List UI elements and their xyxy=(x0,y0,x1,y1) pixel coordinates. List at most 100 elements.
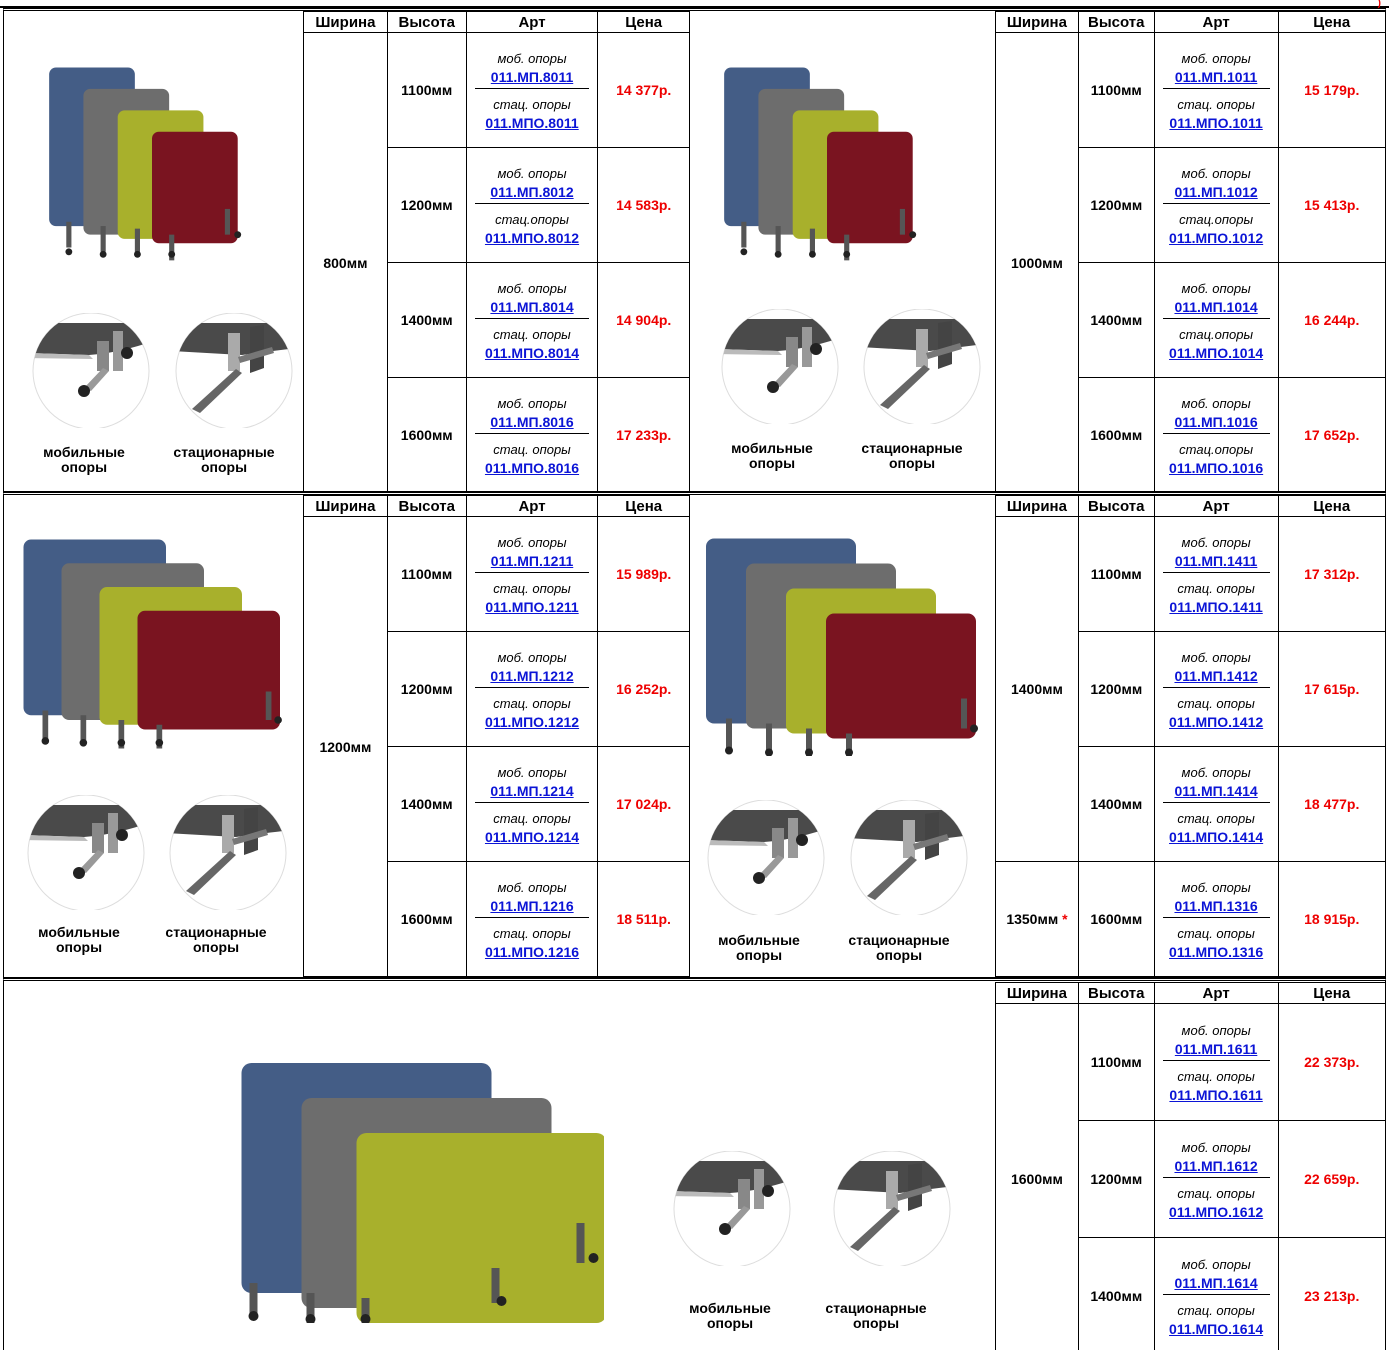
price-table: Ширина Высота Арт Цена 800мм 1100мм моб. оп… xyxy=(303,11,690,493)
height-cell: 1100мм xyxy=(386,516,467,632)
art-code-link[interactable]: 011.МПО.1014 xyxy=(1169,344,1264,361)
mob-label: моб. опоры xyxy=(497,879,567,895)
price-cell: 16 252р. xyxy=(597,631,690,747)
col-height: Высота xyxy=(1077,495,1155,517)
art-code-link[interactable]: 011.МП.8014 xyxy=(490,298,574,315)
art-cell: моб. опоры 011.МП.1316 стац. опоры 011.МПО.… xyxy=(1153,861,1279,977)
art-code-link[interactable]: 011.МПО.8012 xyxy=(484,229,580,246)
price-cell: 14 377р. xyxy=(597,32,690,148)
sta-label: стац. опоры xyxy=(1177,1185,1255,1201)
art-code-link[interactable]: 011.МПО.1612 xyxy=(1169,1203,1264,1220)
width-cell: 1350мм * xyxy=(995,861,1079,977)
sta-label: стац. опоры xyxy=(493,441,571,457)
block-1600: мобильные опоры стационарные опоры xyxy=(3,978,1386,1350)
height-cell: 1100мм xyxy=(386,32,467,148)
art-code-link[interactable]: 011.МП.1216 xyxy=(490,897,574,914)
block-1200-1400: мобильные опоры стационарные опоры мобил… xyxy=(3,492,1386,978)
art-code-link[interactable]: 011.МПО.1216 xyxy=(484,943,580,960)
art-code-link[interactable]: 011.МП.1411 xyxy=(1174,552,1258,569)
sta-label: стац. опоры xyxy=(493,580,571,596)
art-code-link[interactable]: 011.МП.8011 xyxy=(490,68,574,85)
block-800-1000: мобильные опоры стационарные опоры мобил… xyxy=(3,8,1386,492)
mob-label: моб. опоры xyxy=(497,280,567,296)
sta-label: стац. опоры xyxy=(493,695,571,711)
art-code-link[interactable]: 011.МПО.1214 xyxy=(484,828,580,845)
price-cell: 18 915р. xyxy=(1277,861,1386,977)
price-cell: 17 233р. xyxy=(597,377,690,493)
art-code-link[interactable]: 011.МП.1011 xyxy=(1174,68,1258,85)
height-cell: 1200мм xyxy=(386,631,467,747)
price-cell: 22 659р. xyxy=(1277,1120,1386,1238)
art-code-link[interactable]: 011.МПО.1411 xyxy=(1169,598,1263,615)
art-code-link[interactable]: 011.МПО.8016 xyxy=(484,459,580,476)
sta-label: стац. опоры xyxy=(1177,810,1255,826)
art-code-link[interactable]: 011.МП.8016 xyxy=(490,413,574,430)
art-code-link[interactable]: 011.МП.1611 xyxy=(1174,1040,1258,1057)
art-code-link[interactable]: 011.МП.1316 xyxy=(1174,897,1258,914)
sta-label: стац. опоры xyxy=(493,810,571,826)
art-code-link[interactable]: 011.МПО.1016 xyxy=(1169,459,1264,476)
art-cell: моб. опоры 011.МП.8014 стац. опоры 011.МПО.… xyxy=(465,262,599,378)
sta-label: стац. опоры xyxy=(1177,96,1255,112)
sta-label: стац. опоры xyxy=(1177,580,1255,596)
art-code-link[interactable]: 011.МП.1612 xyxy=(1174,1157,1258,1174)
mob-label: моб. опоры xyxy=(1181,534,1251,550)
height-cell: 1400мм xyxy=(1077,262,1155,378)
art-cell: моб. опоры 011.МП.1211 стац. опоры 011.МПО.… xyxy=(465,516,599,632)
mob-label: моб. опоры xyxy=(1181,50,1251,66)
art-cell: моб. опоры 011.МП.1012 стац.опоры 011.МПО.1… xyxy=(1153,147,1279,263)
width-value: 1350мм xyxy=(1006,911,1059,927)
art-code-link[interactable]: 011.МПО.1211 xyxy=(485,598,579,615)
art-code-link[interactable]: 011.МПО.1212 xyxy=(484,713,580,730)
col-height: Высота xyxy=(386,11,467,33)
art-code-link[interactable]: 011.МПО.1012 xyxy=(1169,229,1264,246)
price-table: Ширина Высота Арт Цена 1000мм 1100мм моб. о… xyxy=(995,11,1386,493)
sta-label: стац.опоры xyxy=(1179,326,1254,342)
art-code-link[interactable]: 011.МПО.1412 xyxy=(1169,713,1264,730)
mobile-caption: мобильные опоры xyxy=(718,932,800,963)
mobile-support-image xyxy=(29,313,154,428)
art-code-link[interactable]: 011.МП.1414 xyxy=(1174,782,1258,799)
stationary-support-image xyxy=(847,800,972,915)
col-art: Арт xyxy=(1153,982,1279,1004)
art-code-link[interactable]: 011.МП.8012 xyxy=(490,183,574,200)
art-code-link[interactable]: 011.МПО.1611 xyxy=(1169,1086,1263,1103)
stationary-caption: стационарные опоры xyxy=(165,924,267,955)
art-cell: моб. опоры 011.МП.1414 стац. опоры 011.МПО.… xyxy=(1153,746,1279,862)
price-cell: 14 583р. xyxy=(597,147,690,263)
height-cell: 1400мм xyxy=(1077,1237,1155,1350)
art-code-link[interactable]: 011.МПО.8011 xyxy=(485,114,579,131)
col-art: Арт xyxy=(1153,11,1279,33)
col-width: Ширина xyxy=(995,982,1079,1004)
art-code-link[interactable]: 011.МП.1014 xyxy=(1174,298,1258,315)
mob-label: моб. опоры xyxy=(497,50,567,66)
price-cell: 18 477р. xyxy=(1277,746,1386,862)
col-price: Цена xyxy=(1277,11,1386,33)
art-code-link[interactable]: 011.МП.1016 xyxy=(1174,413,1258,430)
art-code-link[interactable]: 011.МПО.1316 xyxy=(1169,943,1264,960)
col-art: Арт xyxy=(465,495,599,517)
height-cell: 1400мм xyxy=(386,262,467,378)
art-code-link[interactable]: 011.МП.1211 xyxy=(490,552,574,569)
art-code-link[interactable]: 011.МПО.1011 xyxy=(1169,114,1263,131)
price-cell: 14 904р. xyxy=(597,262,690,378)
sta-label: стац.опоры xyxy=(1179,211,1254,227)
art-code-link[interactable]: 011.МП.1614 xyxy=(1174,1274,1258,1291)
height-cell: 1600мм xyxy=(1077,377,1155,493)
art-code-link[interactable]: 011.МПО.8014 xyxy=(484,344,580,361)
col-height: Высота xyxy=(386,495,467,517)
art-code-link[interactable]: 011.МП.1212 xyxy=(490,667,574,684)
col-price: Цена xyxy=(597,495,690,517)
art-code-link[interactable]: 011.МПО.1614 xyxy=(1169,1320,1264,1337)
mob-label: моб. опоры xyxy=(1181,1022,1251,1038)
art-code-link[interactable]: 011.МП.1012 xyxy=(1174,183,1258,200)
price-cell: 17 652р. xyxy=(1277,377,1386,493)
price-cell: 15 413р. xyxy=(1277,147,1386,263)
art-code-link[interactable]: 011.МП.1214 xyxy=(490,782,574,799)
stationary-support-image xyxy=(830,1151,955,1266)
art-code-link[interactable]: 011.МПО.1414 xyxy=(1169,828,1264,845)
mobile-support-image xyxy=(704,800,829,915)
height-cell: 1600мм xyxy=(1077,861,1155,977)
mobile-caption: мобильные опоры xyxy=(43,444,125,475)
art-code-link[interactable]: 011.МП.1412 xyxy=(1174,667,1258,684)
